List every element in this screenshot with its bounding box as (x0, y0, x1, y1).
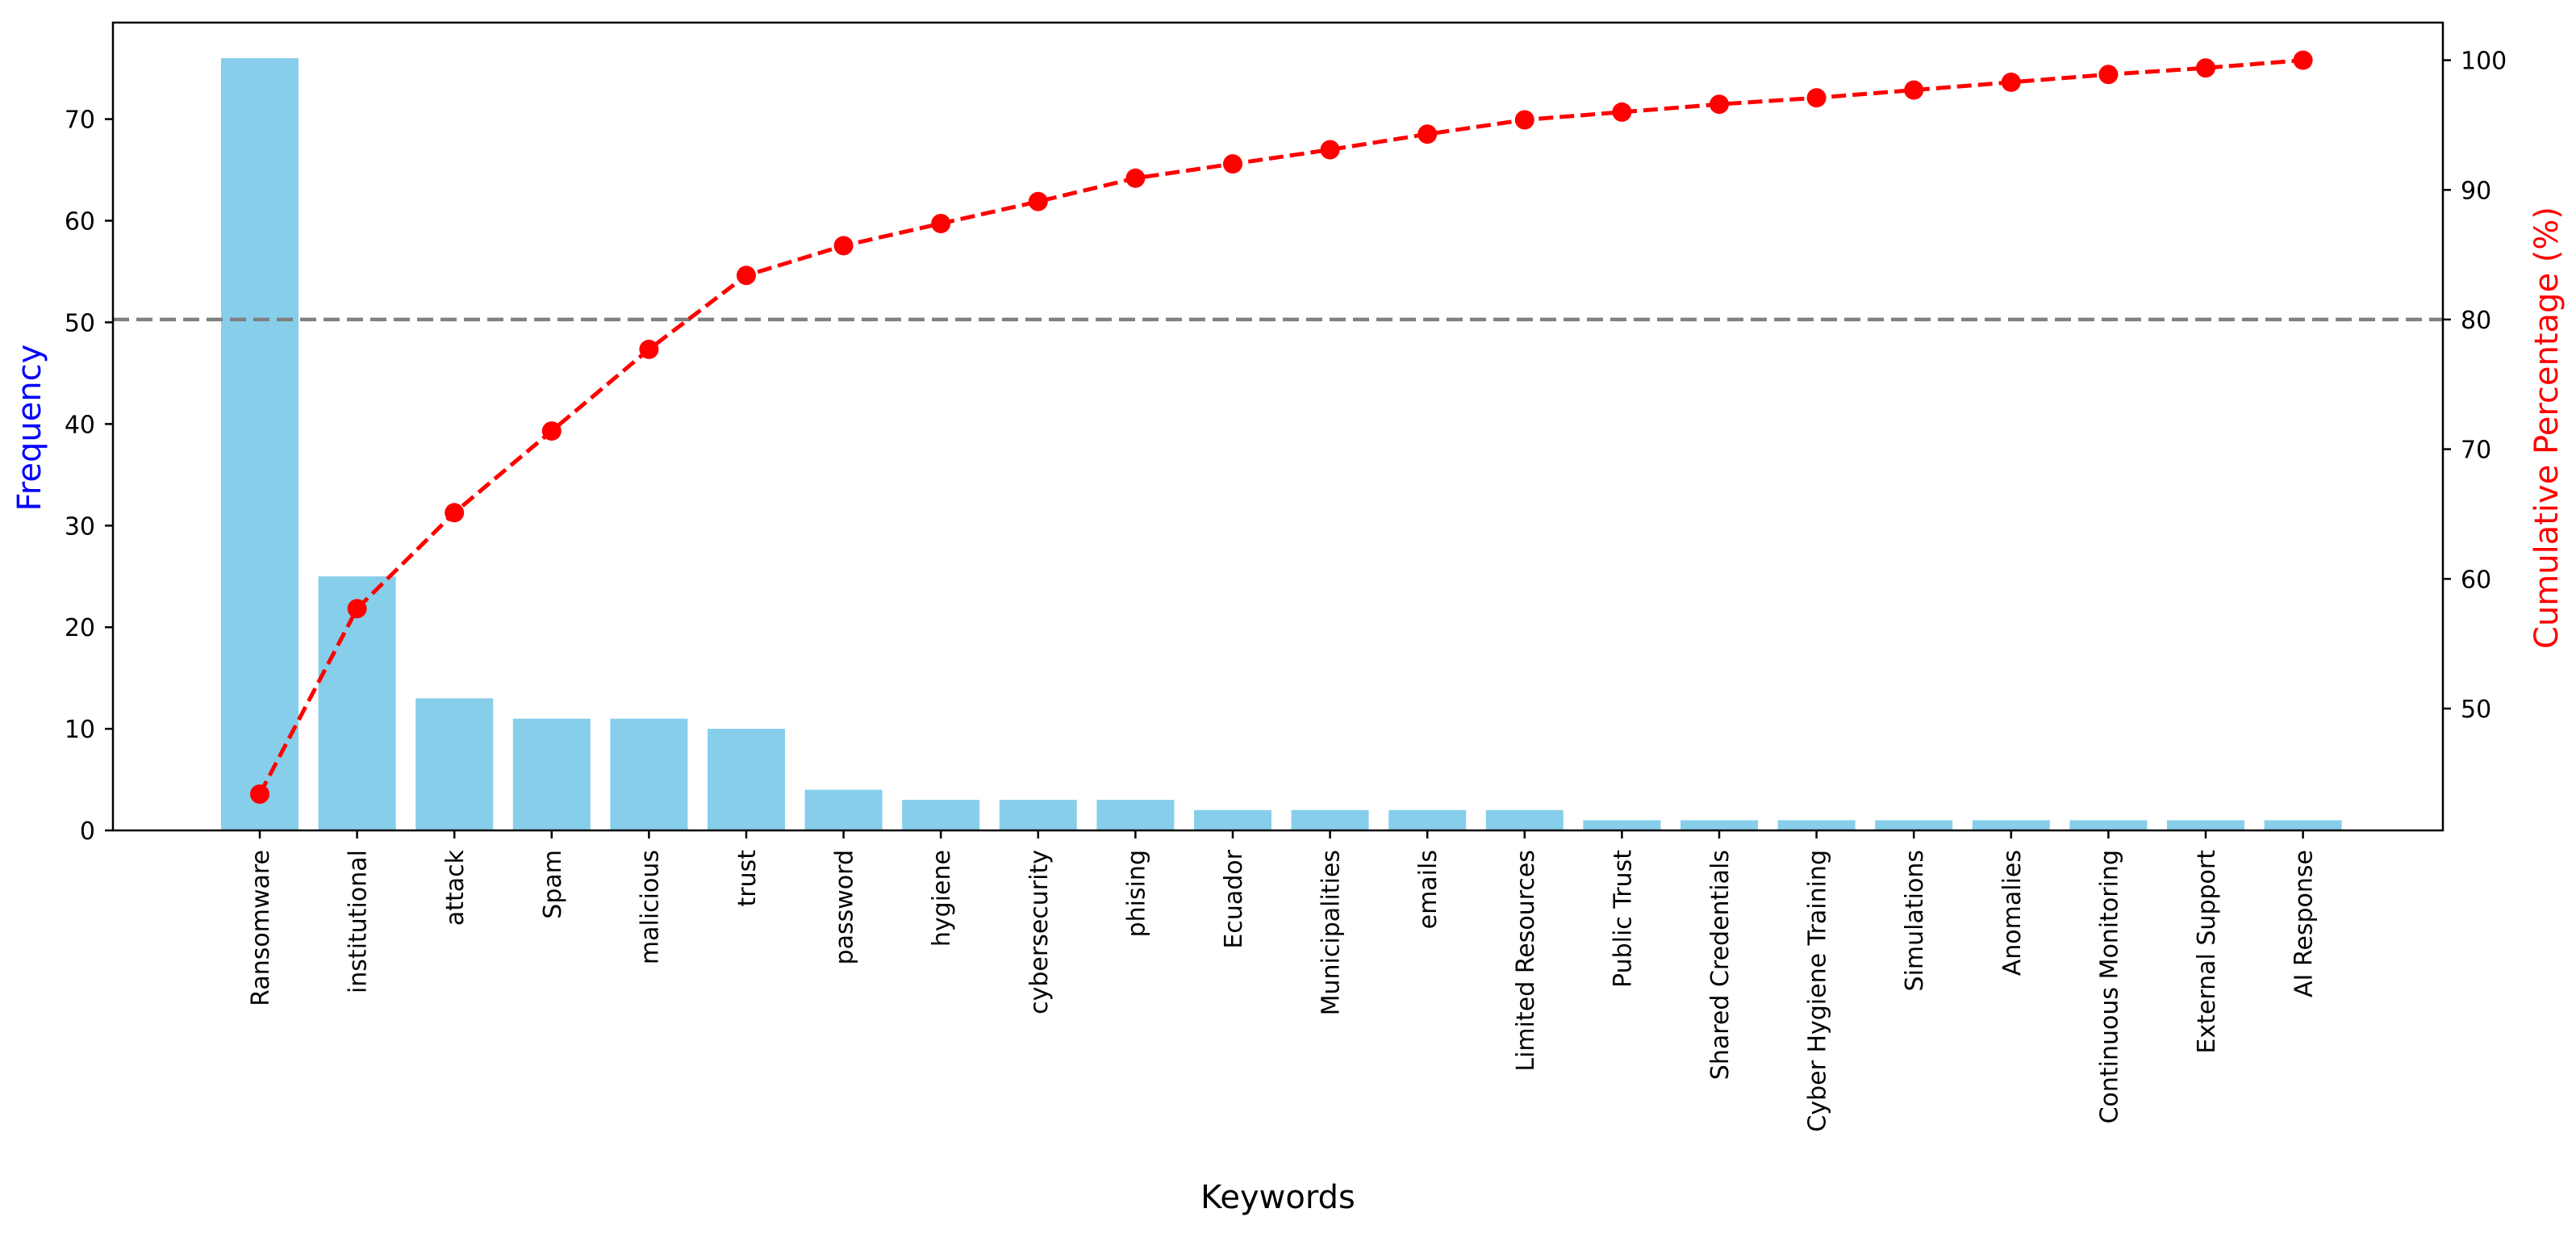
x-tick-label-9: cybersecurity (1025, 850, 1054, 1014)
cumulative-point-3 (445, 503, 465, 523)
axes-layer (111, 21, 2444, 832)
bar-6 (708, 729, 785, 830)
bar-10 (1096, 800, 1175, 830)
x-tick-label-5: malicious (636, 850, 664, 964)
cumulative-point-7 (833, 236, 854, 256)
y2-tick-label-70: 70 (2461, 437, 2491, 465)
cumulative-point-1 (250, 784, 269, 804)
cumulative-point-11 (1223, 154, 1242, 174)
y-tick-label-50: 50 (65, 309, 95, 337)
y-tick-label-30: 30 (65, 512, 95, 541)
bar-12 (1291, 809, 1369, 830)
cumulative-point-8 (931, 214, 951, 233)
y-tick-label-10: 10 (65, 716, 95, 744)
y-tick-label-0: 0 (80, 818, 95, 846)
x-tick-label-6: trust (733, 850, 762, 907)
y2-tick-label-80: 80 (2461, 307, 2491, 335)
cumulative-point-14 (1514, 110, 1534, 130)
y2-tick-label-50: 50 (2461, 696, 2491, 724)
x-tick-label-19: Anomalies (1998, 850, 2027, 976)
cumulative-point-12 (1320, 140, 1340, 160)
cumulative-point-6 (737, 266, 756, 286)
bar-3 (415, 698, 494, 830)
bar-2 (318, 576, 396, 830)
x-tick-label-20: Continuous Monitoring (2095, 850, 2123, 1123)
cumulative-point-10 (1125, 168, 1146, 188)
x-tick-label-11: Ecuador (1220, 849, 1248, 948)
bar-16 (1680, 820, 1758, 830)
y2-tick-label-90: 90 (2461, 177, 2491, 205)
bar-22 (2264, 820, 2342, 830)
y2-tick-label-60: 60 (2461, 566, 2491, 594)
cumulative-line (257, 58, 2303, 796)
y-tick-label-20: 20 (65, 614, 95, 642)
bar-1 (221, 58, 299, 831)
plot-frame (111, 21, 2444, 832)
cumulative-point-22 (2293, 50, 2313, 70)
y2-axis-title: Cumulative Percentage (%) (2528, 207, 2566, 649)
bar-19 (1972, 820, 2050, 830)
bar-14 (1485, 809, 1564, 830)
cumulative-point-2 (347, 599, 367, 619)
bar-13 (1388, 809, 1467, 830)
bar-20 (2069, 820, 2148, 830)
bars-layer (221, 58, 2342, 831)
x-tick-label-4: Spam (539, 850, 567, 919)
y2-tick-label-100: 100 (2461, 48, 2507, 76)
x-tick-label-17: Cyber Hygiene Training (1804, 850, 1832, 1132)
bar-5 (610, 718, 688, 830)
cumulative-point-5 (639, 339, 659, 359)
x-tick-label-8: hygiene (928, 850, 956, 947)
x-tick-label-22: AI Response (2290, 850, 2319, 997)
bar-4 (512, 718, 591, 830)
bar-11 (1194, 809, 1271, 830)
x-tick-label-13: emails (1414, 850, 1442, 929)
cumulative-point-19 (2001, 72, 2021, 92)
bar-17 (1777, 820, 1856, 830)
x-tick-label-1: Ransomware (247, 850, 275, 1006)
cumulative-point-21 (2196, 58, 2215, 78)
ticks-layer: 0 10 20 30 40 50 60 70 50 60 70 80 90 100 Ransomware in… (65, 48, 2507, 1132)
cumulative-point-16 (1710, 94, 1729, 115)
labels-layer: Keywords Frequency Cumulative Percentage… (11, 207, 2566, 1216)
x-tick-label-15: Public Trust (1609, 850, 1637, 988)
cumulative-point-17 (1806, 88, 1827, 108)
y-tick-label-60: 60 (65, 208, 95, 236)
x-axis-title: Keywords (1200, 1179, 1355, 1216)
cumulative-line-layer (250, 50, 2313, 804)
bar-8 (902, 800, 980, 830)
bar-18 (1875, 820, 1953, 830)
bar-7 (804, 789, 883, 830)
cumulative-point-18 (1904, 80, 1924, 100)
x-tick-label-21: External Support (2193, 850, 2221, 1054)
x-tick-label-12: Municipalities (1317, 850, 1346, 1015)
y-axis-title: Frequency (11, 345, 48, 512)
cumulative-point-9 (1028, 191, 1048, 211)
y-tick-label-40: 40 (65, 411, 95, 439)
x-tick-label-16: Shared Credentials (1706, 850, 1735, 1080)
x-tick-label-3: attack (441, 849, 470, 926)
x-tick-label-18: Simulations (1901, 850, 1929, 991)
cumulative-point-20 (2098, 65, 2119, 85)
y-tick-label-70: 70 (65, 107, 95, 135)
bar-15 (1583, 820, 1661, 830)
x-tick-label-7: password (831, 850, 859, 964)
cumulative-point-13 (1417, 124, 1438, 144)
x-tick-label-2: institutional (344, 850, 373, 993)
bar-9 (999, 800, 1077, 830)
cumulative-point-4 (541, 421, 562, 441)
bar-21 (2167, 820, 2244, 830)
x-tick-label-14: Limited Resources (1512, 850, 1540, 1072)
cumulative-point-15 (1612, 102, 1632, 122)
x-tick-label-10: phising (1122, 850, 1150, 937)
